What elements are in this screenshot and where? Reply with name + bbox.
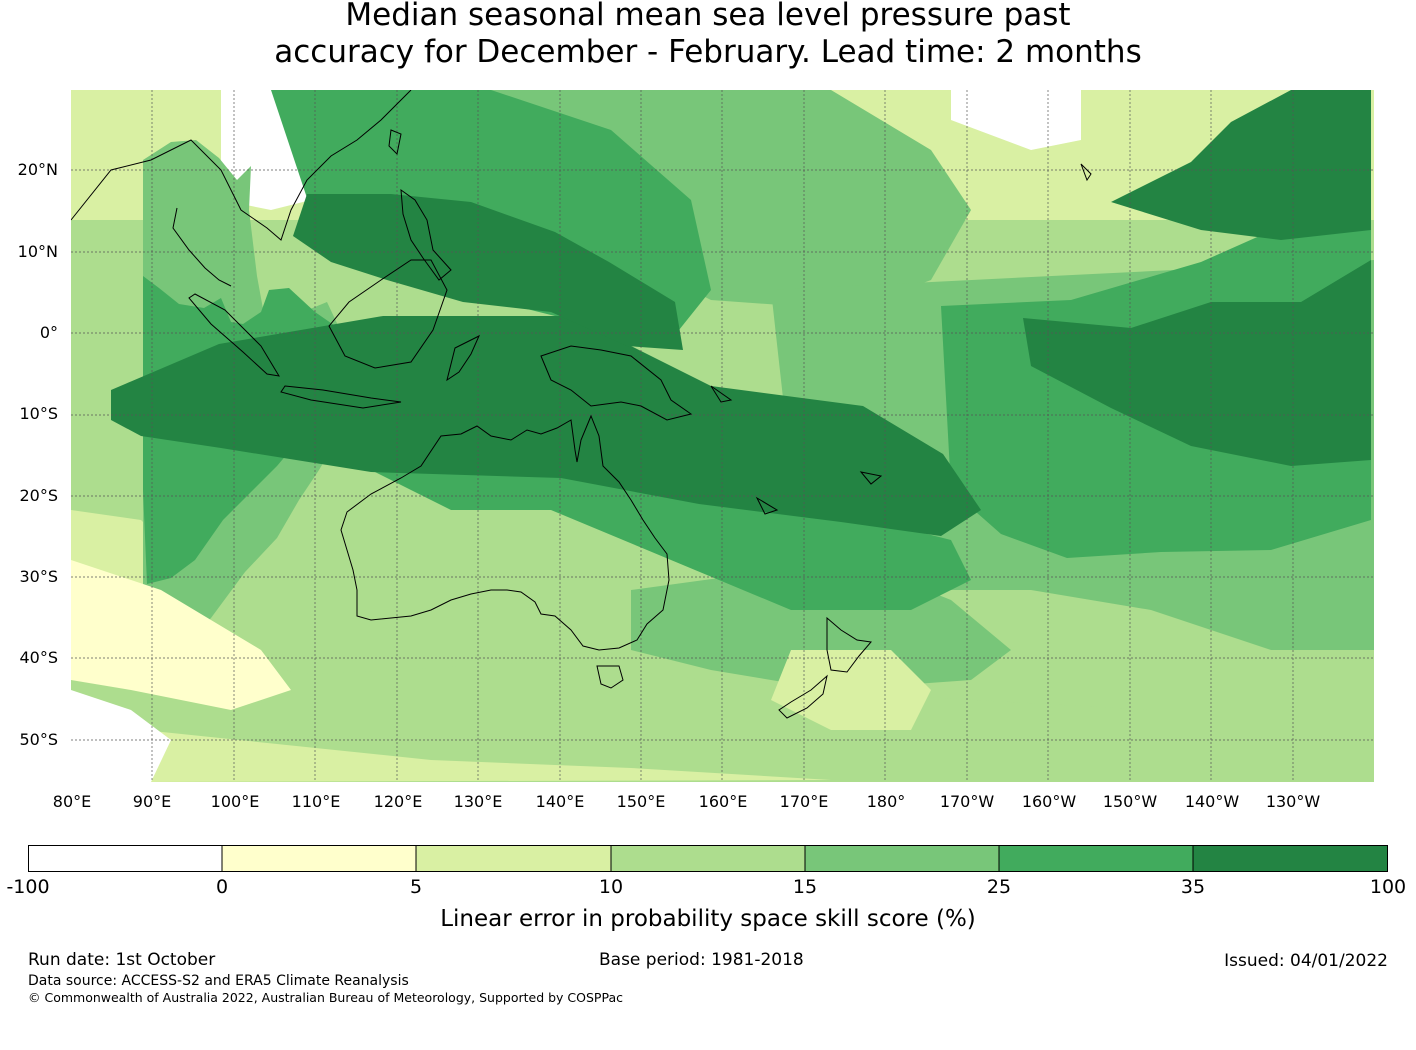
skill-region-35-100-maritime [293, 194, 683, 350]
lon-label-160e: 160°E [698, 792, 748, 811]
skill-region-negative-sw [71, 690, 171, 782]
colorbar-segment-0-5 [222, 845, 416, 872]
lon-label-150e: 150°E [616, 792, 666, 811]
lat-label-40s: 40°S [19, 648, 58, 667]
skill-region-5-10-newzealand [771, 650, 931, 730]
skill-region-5-10-south [143, 730, 831, 782]
skill-score-map [71, 90, 1374, 782]
lat-label-equator: 0° [39, 323, 58, 342]
colorbar-label: Linear error in probability space skill … [440, 906, 976, 932]
colorbar-segment-25-35 [999, 845, 1193, 872]
lon-label-120e: 120°E [373, 792, 423, 811]
colorbar-tick-0: 0 [215, 876, 229, 898]
coastline-new-zealand-south [778, 674, 828, 719]
coastline-fiji [859, 471, 883, 485]
skill-region-35-100-ne [1111, 90, 1371, 240]
colorbar-tick-35: 35 [1180, 876, 1206, 898]
colorbar-tick-100: 100 [1369, 876, 1407, 898]
lon-label-140w: 140°W [1184, 792, 1240, 811]
lon-label-150w: 150°W [1102, 792, 1158, 811]
issued-date: Issued: 04/01/2022 [1224, 951, 1388, 971]
lat-label-50s: 50°S [19, 730, 58, 749]
map-area [71, 90, 1374, 782]
lon-label-160w: 160°W [1021, 792, 1077, 811]
skill-region-25-35-coral [371, 470, 971, 610]
coastline-new-zealand-north [826, 616, 872, 673]
lon-label-170w: 170°W [939, 792, 995, 811]
lat-label-10s: 10°S [19, 404, 58, 423]
lat-label-20s: 20°S [19, 486, 58, 505]
coastline-tasmania [596, 665, 624, 689]
data-source: Data source: ACCESS-S2 and ERA5 Climate … [28, 973, 409, 989]
run-date: Run date: 1st October [28, 950, 216, 970]
base-period: Base period: 1981-2018 [599, 950, 804, 970]
lat-label-10n: 10°N [17, 242, 58, 261]
coastline-philippines [400, 188, 452, 281]
colorbar-segment-neg100-0 [28, 845, 222, 872]
lon-label-170e: 170°E [779, 792, 829, 811]
lon-label-80e: 80°E [52, 792, 92, 811]
chart-title-line1: Median seasonal mean sea level pressure … [345, 0, 1071, 33]
coastline-java [280, 385, 402, 409]
colorbar-tick-10: 10 [598, 876, 624, 898]
lon-label-130e: 130°E [453, 792, 503, 811]
lon-label-90e: 90°E [132, 792, 172, 811]
coastline-australia [340, 414, 670, 651]
colorbar-tick-25: 25 [986, 876, 1012, 898]
lon-label-110e: 110°E [291, 792, 341, 811]
coastline-hawaii [1080, 163, 1092, 182]
colorbar-segment-5-10 [416, 845, 611, 872]
coastline-asia [71, 90, 412, 241]
coastlines [71, 90, 1092, 719]
coastline-taiwan [388, 129, 402, 156]
skill-region-0-5-sw [71, 560, 291, 710]
coastline-malay-peninsula [172, 207, 232, 287]
lon-label-130w: 130°W [1265, 792, 1321, 811]
colorbar-tick-5: 5 [409, 876, 423, 898]
lat-label-30s: 30°S [19, 567, 58, 586]
lat-label-20n: 20°N [17, 160, 58, 179]
colorbar-tick-neg100: -100 [6, 876, 50, 898]
skill-region-10-15-south [143, 650, 1371, 780]
chart-title-line2: accuracy for December - February. Lead t… [274, 34, 1142, 70]
colorbar-tick-15: 15 [792, 876, 818, 898]
copyright: © Commonwealth of Australia 2022, Austra… [28, 990, 623, 1005]
coastline-solomons [710, 385, 733, 403]
lon-label-180: 180° [866, 792, 906, 811]
colorbar-segment-15-25 [805, 845, 999, 872]
colorbar-segment-10-15 [611, 845, 805, 872]
map-gridlines [71, 90, 1374, 782]
skill-region-negative-north [951, 90, 1081, 150]
lon-label-100e: 100°E [210, 792, 260, 811]
lon-label-140e: 140°E [535, 792, 585, 811]
coastline-sumatra [188, 293, 280, 377]
skill-region-35-100-east [1023, 260, 1371, 466]
colorbar-dividers [28, 845, 1388, 872]
skill-region-35-100-main [111, 316, 981, 536]
coastline-sulawesi [446, 334, 481, 382]
colorbar-segment-35-100 [1193, 845, 1388, 872]
coastline-new-caledonia [755, 496, 779, 515]
colorbar [28, 845, 1388, 872]
coastline-new-guinea [540, 345, 693, 421]
